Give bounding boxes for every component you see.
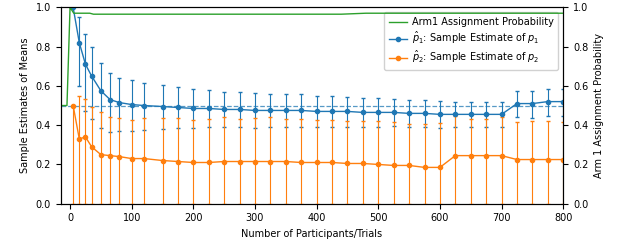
Y-axis label: Arm 1 Assignment Probability: Arm 1 Assignment Probability <box>594 33 604 178</box>
X-axis label: Number of Participants/Trials: Number of Participants/Trials <box>241 229 383 239</box>
Y-axis label: Sample Estimates of Means: Sample Estimates of Means <box>20 38 30 173</box>
Legend: Arm1 Assignment Probability, $\hat{p}_1$: Sample Estimate of $p_1$, $\hat{p}_2$:: Arm1 Assignment Probability, $\hat{p}_1$… <box>385 12 558 70</box>
